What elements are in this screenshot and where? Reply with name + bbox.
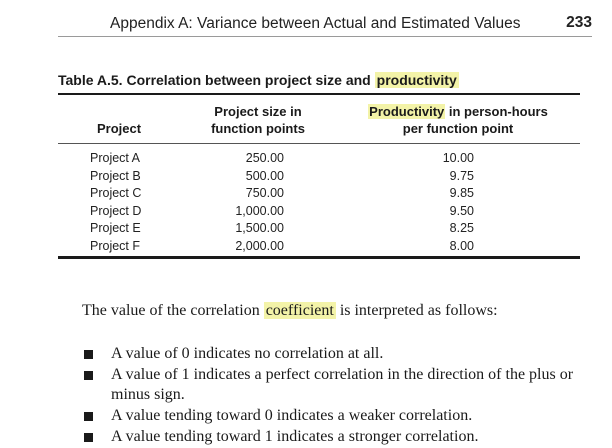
list-item-text: A value tending toward 0 indicates a wea… (111, 407, 473, 424)
list-item-text: A value tending toward 1 indicates a str… (111, 428, 479, 445)
square-bullet-icon (84, 350, 93, 359)
table-caption: Table A.5. Correlation between project s… (58, 72, 459, 88)
list-item: A value of 0 indicates no correlation at… (84, 344, 594, 364)
square-bullet-icon (84, 371, 93, 380)
list-item-text: A value of 0 indicates no correlation at… (111, 345, 384, 362)
productivity-highlight: Productivity (368, 104, 446, 119)
cell-productivity: 9.75 (449, 168, 474, 183)
cell-project: Project A (90, 151, 141, 165)
col-header-productivity-line1: Productivity in person-hours (356, 103, 560, 120)
cell-project: Project F (90, 238, 141, 253)
caption-text: Table A.5. Correlation between project s… (58, 72, 375, 88)
cell-size: 250.00 (245, 151, 284, 165)
list-item: A value tending toward 0 indicates a wea… (84, 406, 594, 426)
para-highlight: coefficient (263, 302, 336, 319)
cell-productivity: 8.00 (449, 238, 474, 253)
square-bullet-icon (84, 433, 93, 442)
cell-project: Project D (90, 203, 142, 218)
cell-productivity: 9.85 (449, 186, 474, 200)
list-item: A value tending toward 1 indicates a str… (84, 427, 594, 447)
cell-project: Project E (90, 221, 141, 235)
col-header-size: Project size in function points (190, 103, 326, 137)
cell-project: Project C (90, 186, 142, 200)
list-item: A value of 1 indicates a perfect correla… (84, 365, 594, 405)
cell-project: Project B (90, 168, 141, 183)
list-item-text: A value of 1 indicates a perfect correla… (111, 366, 574, 403)
col-header-productivity-line2: per function point (402, 121, 514, 136)
cell-size: 500.00 (245, 168, 284, 183)
square-bullet-icon (84, 412, 93, 421)
caption-highlight: productivity (374, 72, 459, 88)
col-header-size-line2: function points (211, 121, 305, 136)
page-number: 233 (566, 14, 592, 31)
cell-size: 1,500.00 (235, 221, 284, 235)
cell-size: 1,000.00 (235, 203, 284, 218)
bullet-list: A value of 0 indicates no correlation at… (84, 344, 594, 447)
cell-size: 2,000.00 (235, 238, 284, 253)
para-text-end: is interpreted as follows: (335, 302, 498, 319)
table-top-rule (58, 93, 580, 95)
cell-productivity: 10.00 (442, 151, 474, 165)
page-header: Appendix A: Variance between Actual and … (58, 14, 592, 37)
col-header-productivity: Productivity in person-hours per functio… (356, 103, 560, 137)
cell-productivity: 8.25 (449, 221, 474, 235)
table-bottom-rule (58, 256, 580, 259)
col-header-size-line1: Project size in (214, 104, 302, 119)
cell-productivity: 9.50 (449, 203, 474, 218)
productivity-header-rest: in person-hours (445, 104, 548, 119)
col-header-project: Project (97, 121, 142, 136)
cell-size: 750.00 (245, 186, 284, 200)
running-title: Appendix A: Variance between Actual and … (110, 15, 521, 32)
body-paragraph: The value of the correlation coefficient… (82, 302, 498, 320)
table-header-rule (58, 143, 580, 144)
para-text: The value of the correlation (82, 302, 264, 319)
